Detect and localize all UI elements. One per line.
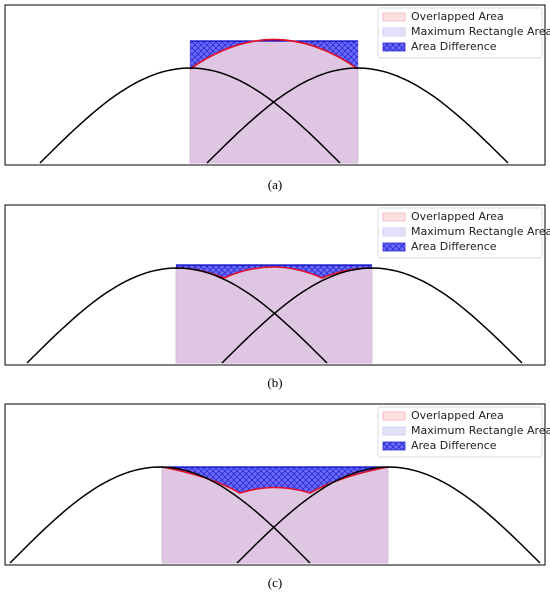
left-curve: [26, 267, 328, 364]
legend-label: Area Difference: [411, 439, 497, 452]
legend-swatch: [382, 411, 406, 421]
area-difference: [162, 467, 388, 493]
legend-swatch: [382, 12, 406, 22]
area-difference: [176, 265, 372, 278]
legend-label: Overlapped Area: [411, 210, 504, 223]
right-curve: [221, 267, 523, 364]
overlap-boundary: [189, 38, 359, 70]
legend-swatch: [382, 42, 406, 52]
caption: (c): [268, 575, 282, 590]
legend-swatch: [382, 212, 406, 222]
legend-label: Maximum Rectangle Area: [411, 25, 550, 38]
legend-box: [377, 7, 543, 59]
caption: (b): [267, 375, 282, 390]
legend-swatch: [382, 227, 406, 237]
left-curve: [39, 67, 341, 164]
legend-label: Area Difference: [411, 40, 497, 53]
legend-swatch: [382, 441, 406, 451]
legend-label: Overlapped Area: [411, 409, 504, 422]
legend-swatch: [382, 426, 406, 436]
panel: Overlapped Area Maximum Rectangle Area Are…: [4, 4, 550, 192]
right-curve: [206, 67, 509, 164]
legend-label: Area Difference: [411, 240, 497, 253]
caption: (a): [268, 177, 282, 192]
right-curve: [236, 466, 541, 564]
panel: Overlapped Area Maximum Rectangle Area Are…: [4, 204, 550, 390]
legend-label: Maximum Rectangle Area: [411, 424, 550, 437]
legend-box: [377, 406, 543, 458]
left-curve: [9, 466, 311, 564]
legend-label: Overlapped Area: [411, 10, 504, 23]
panel: Overlapped Area Maximum Rectangle Area Are…: [4, 403, 550, 590]
legend-label: Maximum Rectangle Area: [411, 225, 550, 238]
legend-swatch: [382, 27, 406, 37]
legend-swatch: [382, 242, 406, 252]
legend-box: [377, 207, 543, 259]
